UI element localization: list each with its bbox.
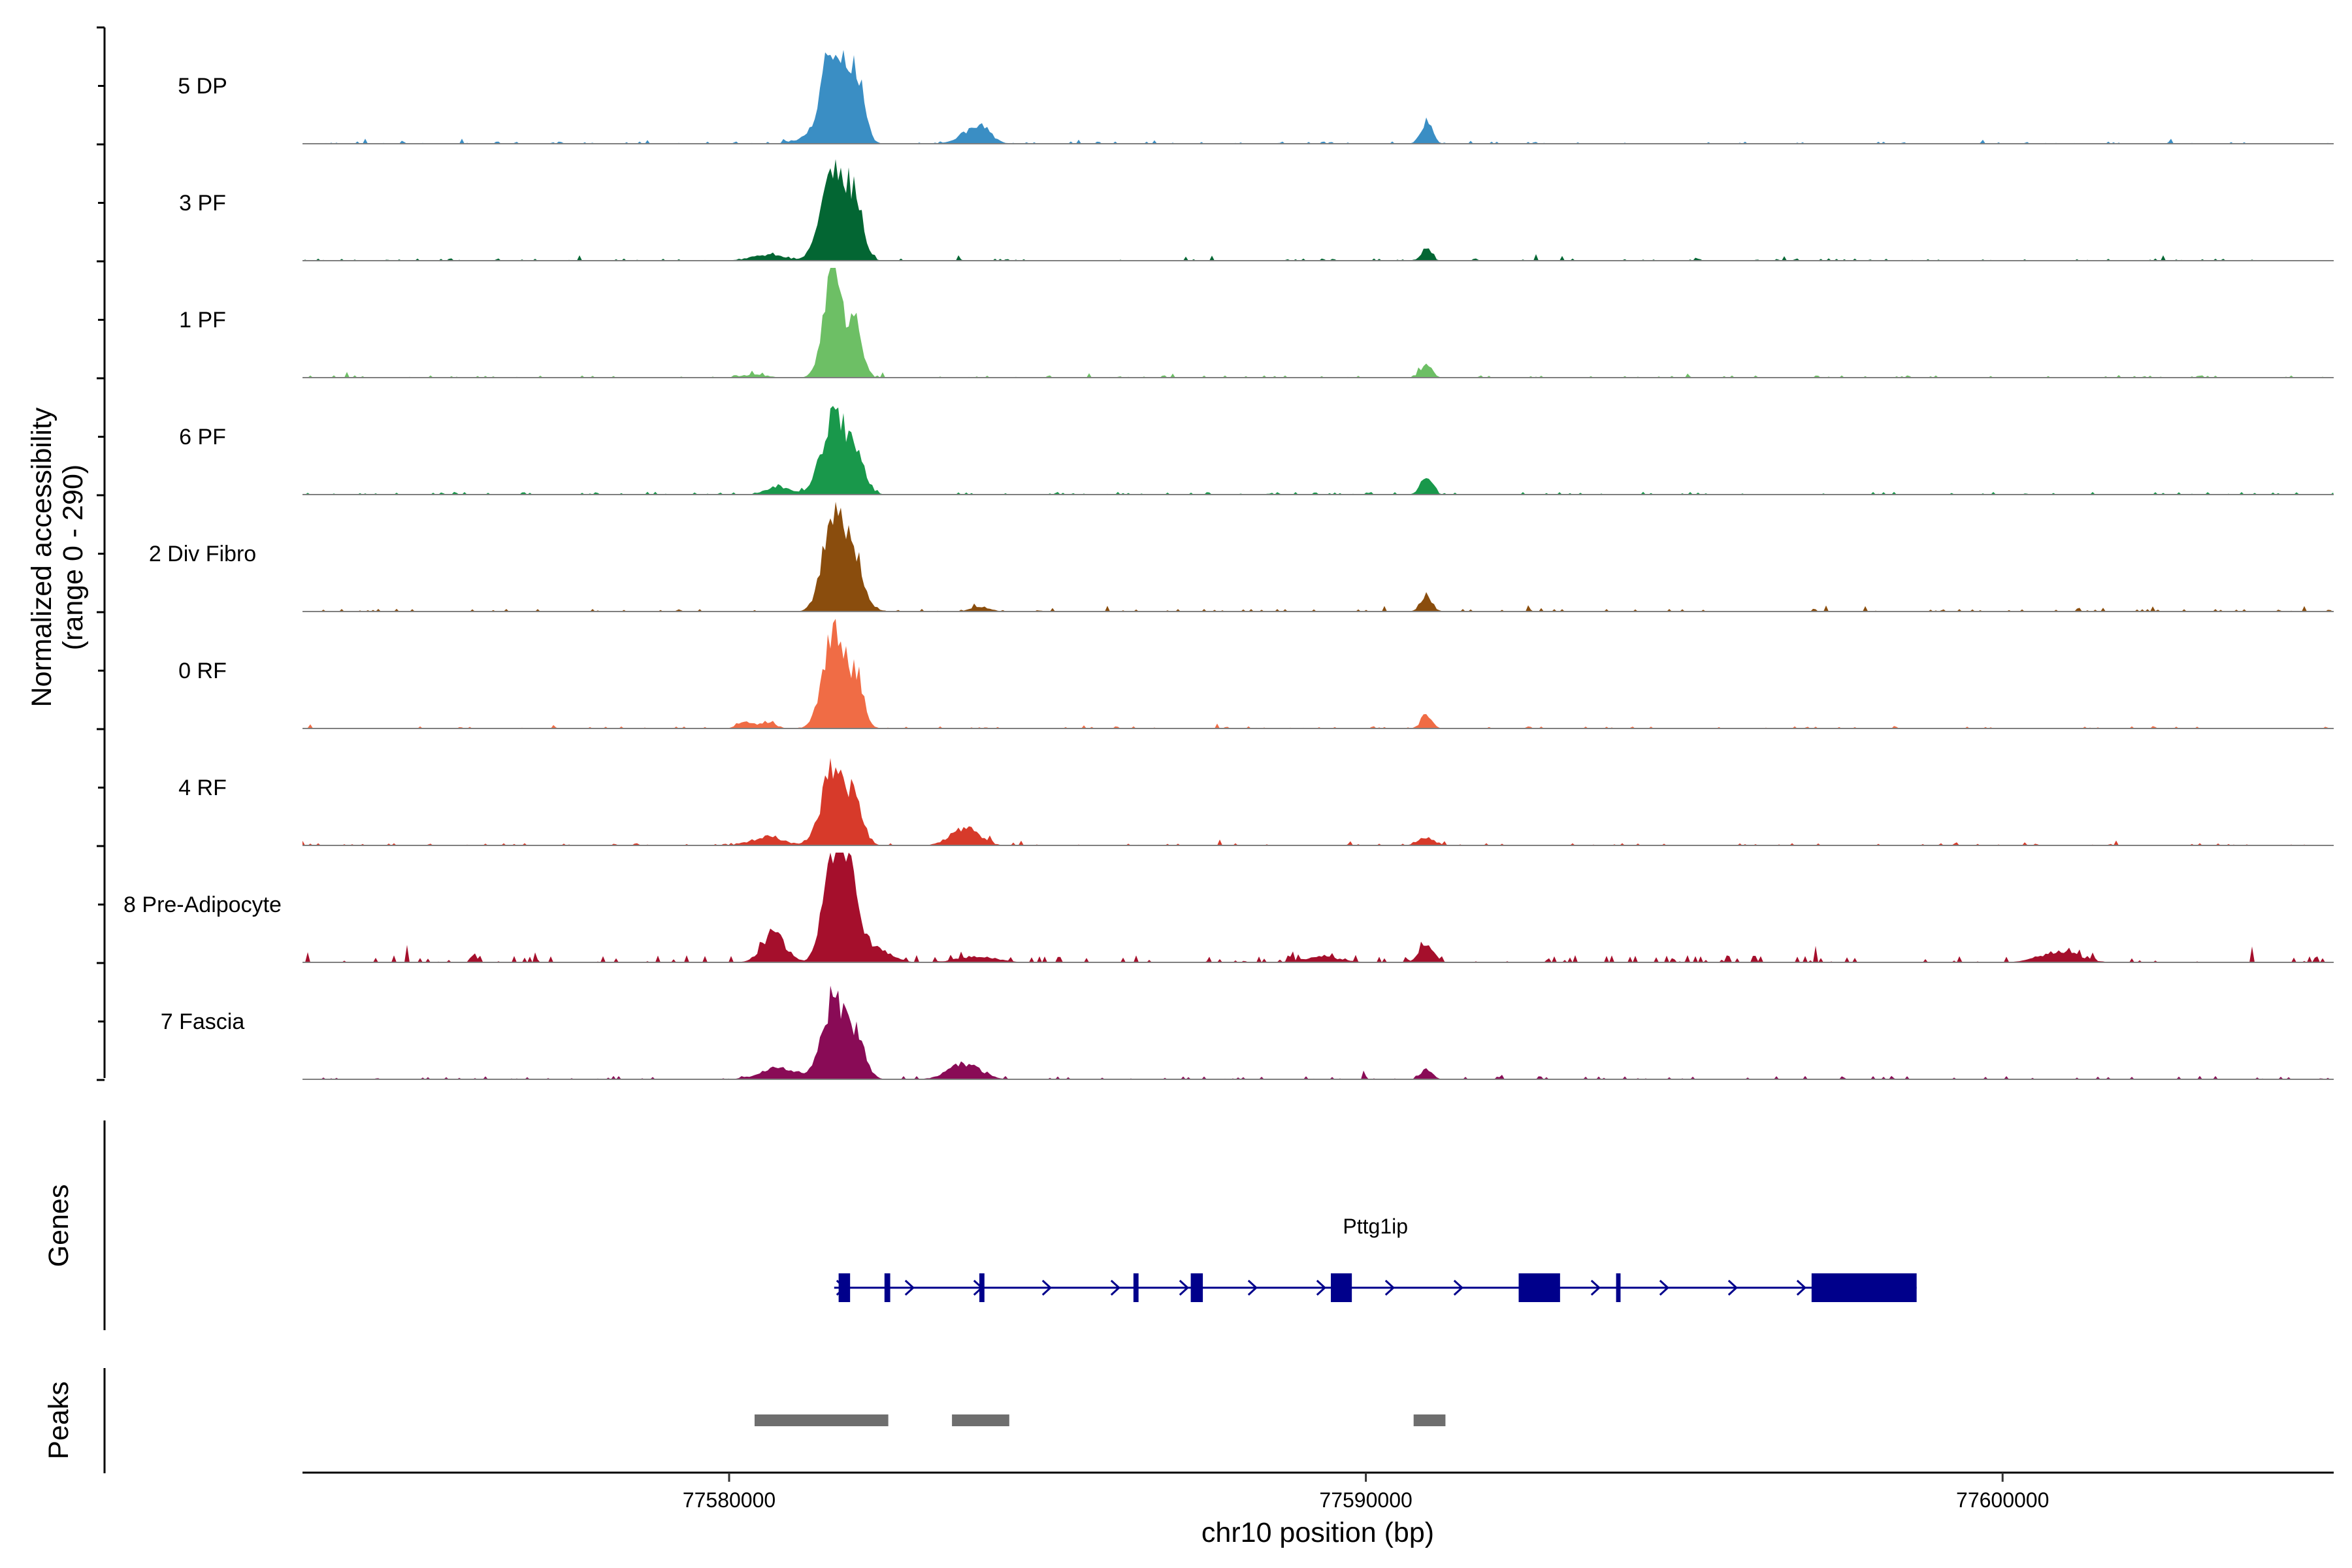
peak-regions — [754, 1414, 1446, 1426]
track-label: 3 PF — [179, 191, 226, 216]
x-axis-title: chr10 position (bp) — [1201, 1517, 1434, 1548]
track-label: 8 Pre-Adipocyte — [123, 892, 282, 917]
x-tick-label: 77580000 — [683, 1488, 776, 1512]
gene-exon — [838, 1273, 851, 1302]
strand-chevron — [1590, 1279, 1601, 1296]
strand-chevron — [904, 1279, 915, 1296]
gene-exon — [884, 1273, 890, 1302]
x-axis-ticks: 77580000 77590000 77600000 — [683, 1473, 2049, 1512]
strand-chevron — [1453, 1279, 1464, 1296]
strand-chevron — [1384, 1279, 1396, 1296]
gene-exon — [979, 1273, 985, 1302]
y-axis-range-label: (range 0 - 290) — [57, 465, 89, 650]
strand-chevron — [1247, 1279, 1258, 1296]
strand-chevron — [1727, 1279, 1739, 1296]
gene-exon — [1518, 1273, 1560, 1302]
genes-track-title: Genes — [43, 1184, 74, 1267]
track-label: 7 Fascia — [161, 1009, 245, 1034]
gene-exon — [1811, 1273, 1917, 1302]
track-label: 6 PF — [179, 425, 226, 449]
strand-chevron — [1659, 1279, 1670, 1296]
peak-region — [1413, 1414, 1446, 1426]
peaks-track-title: Peaks — [43, 1381, 74, 1460]
strand-chevron — [1316, 1279, 1327, 1296]
gene-exon — [1190, 1273, 1203, 1302]
track-label: 0 RF — [178, 659, 227, 683]
y-axis-title: Normalized accessibility — [26, 407, 57, 707]
coverage-area — [302, 502, 2334, 612]
coverage-y-axis-ticks — [97, 26, 105, 1081]
coverage-area — [302, 985, 2334, 1079]
coverage-area — [302, 268, 2334, 378]
peak-region — [754, 1414, 889, 1426]
strand-chevron — [1041, 1279, 1053, 1296]
x-tick-label: 77600000 — [1956, 1488, 2049, 1512]
x-tick-label: 77590000 — [1319, 1488, 1412, 1512]
strand-chevron — [1796, 1279, 1807, 1296]
strand-chevron — [1110, 1279, 1121, 1296]
gene-annotations: Pttg1ip — [834, 1215, 1917, 1302]
track-label: 4 RF — [178, 776, 227, 800]
track-label: 1 PF — [179, 308, 226, 333]
gene-exon — [1330, 1273, 1352, 1302]
track-label: 5 DP — [178, 74, 227, 99]
track-labels: 5 DP 3 PF 1 PF 6 PF 2 Div Fibro 0 RF 4 RF 8 Pre… — [123, 74, 282, 1034]
gene-name-label: Pttg1ip — [1343, 1215, 1408, 1238]
coverage-tracks — [302, 50, 2334, 1080]
gene-exon — [1133, 1273, 1139, 1302]
strand-chevron — [1179, 1279, 1190, 1296]
coverage-area — [302, 758, 2334, 845]
coverage-area — [302, 406, 2334, 495]
coverage-area — [302, 853, 2334, 962]
coverage-area — [302, 619, 2334, 728]
gene-exon — [1616, 1273, 1621, 1302]
coverage-area — [302, 50, 2334, 144]
peak-region — [952, 1414, 1009, 1426]
coverage-area — [302, 159, 2334, 261]
track-label: 2 Div Fibro — [149, 542, 256, 566]
